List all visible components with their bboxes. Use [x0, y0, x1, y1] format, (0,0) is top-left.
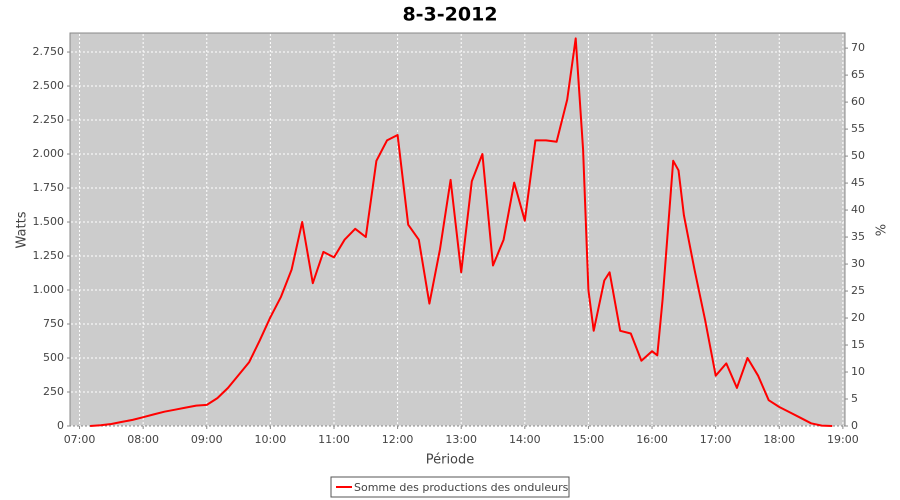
y2-tick-label: 15 — [851, 338, 865, 351]
x-tick-label: 11:00 — [318, 433, 350, 446]
y-tick-label: 250 — [43, 385, 64, 398]
x-tick-label: 08:00 — [127, 433, 159, 446]
y-tick-label: 0 — [57, 419, 64, 432]
y-tick-label: 2.000 — [33, 147, 65, 160]
y-tick-label: 2.250 — [33, 113, 65, 126]
y2-tick-label: 25 — [851, 284, 865, 297]
x-tick-label: 14:00 — [509, 433, 541, 446]
legend-label: Somme des productions des onduleurs — [354, 481, 569, 494]
y-tick-label: 1.750 — [33, 181, 65, 194]
y2-tick-label: 55 — [851, 122, 865, 135]
y2-tick-label: 60 — [851, 95, 865, 108]
x-tick-label: 10:00 — [255, 433, 287, 446]
legend — [330, 476, 570, 498]
y-tick-label: 1.000 — [33, 283, 65, 296]
x-axis-title: Période — [426, 453, 475, 468]
x-tick-label: 13:00 — [445, 433, 477, 446]
y-tick-label: 1.500 — [33, 215, 65, 228]
y2-tick-label: 0 — [851, 419, 858, 432]
x-tick-label: 16:00 — [636, 433, 668, 446]
x-tick-label: 09:00 — [191, 433, 223, 446]
y2-axis-title: % — [875, 224, 890, 236]
y2-tick-label: 65 — [851, 68, 865, 81]
y-tick-label: 750 — [43, 317, 64, 330]
y2-tick-label: 5 — [851, 392, 858, 405]
y2-tick-label: 50 — [851, 149, 865, 162]
y-tick-label: 1.250 — [33, 249, 65, 262]
y2-tick-label: 70 — [851, 41, 865, 54]
x-tick-label: 15:00 — [573, 433, 605, 446]
y2-tick-label: 35 — [851, 230, 865, 243]
y-tick-label: 2.500 — [33, 79, 65, 92]
x-tick-label: 17:00 — [700, 433, 732, 446]
y2-tick-label: 40 — [851, 203, 865, 216]
x-tick-label: 18:00 — [763, 433, 795, 446]
y2-tick-label: 45 — [851, 176, 865, 189]
y2-tick-label: 10 — [851, 365, 865, 378]
chart-title: 8-3-2012 — [402, 4, 497, 26]
x-tick-label: 19:00 — [827, 433, 859, 446]
x-tick-label: 07:00 — [64, 433, 96, 446]
y2-tick-label: 20 — [851, 311, 865, 324]
data-line — [90, 37, 833, 427]
y-tick-label: 2.750 — [33, 45, 65, 58]
y2-tick-label: 30 — [851, 257, 865, 270]
y-axis-title: Watts — [15, 211, 30, 248]
y-tick-label: 500 — [43, 351, 64, 364]
x-tick-label: 12:00 — [382, 433, 414, 446]
